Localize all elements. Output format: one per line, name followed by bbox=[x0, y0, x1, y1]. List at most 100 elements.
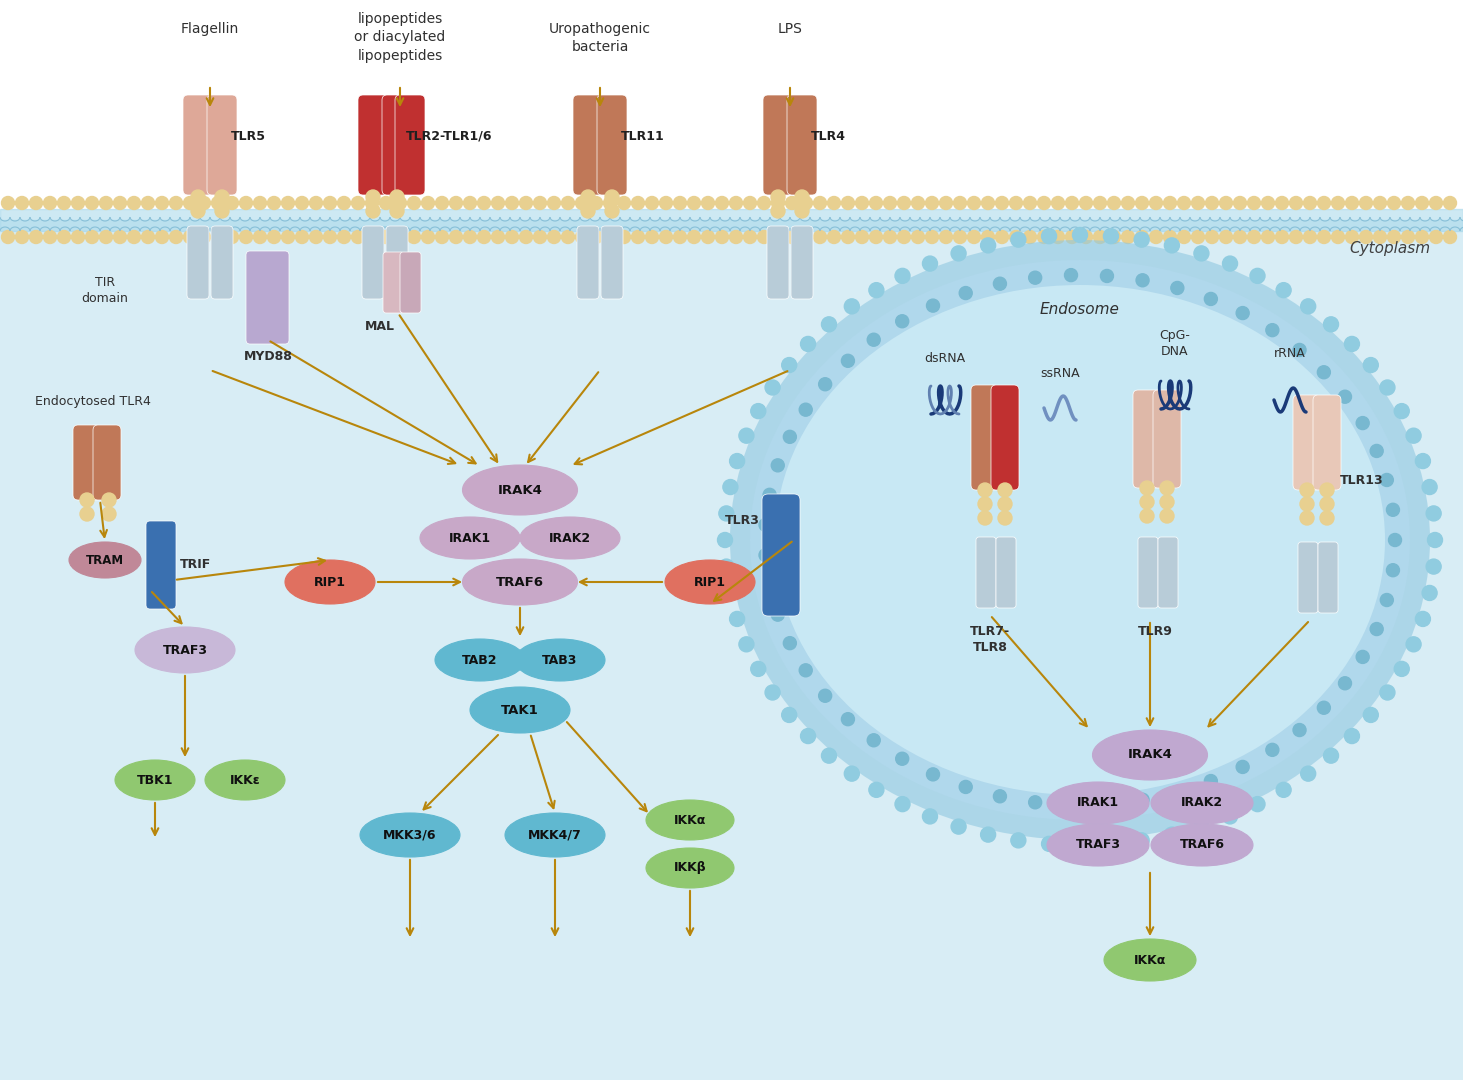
Circle shape bbox=[1444, 197, 1457, 210]
Circle shape bbox=[718, 505, 734, 521]
Circle shape bbox=[1416, 230, 1428, 243]
Circle shape bbox=[1429, 230, 1443, 243]
Circle shape bbox=[581, 190, 595, 204]
Circle shape bbox=[212, 197, 224, 210]
Circle shape bbox=[547, 197, 560, 210]
Circle shape bbox=[1052, 230, 1065, 243]
Circle shape bbox=[351, 230, 364, 243]
Circle shape bbox=[1324, 316, 1339, 332]
Circle shape bbox=[960, 781, 973, 794]
FancyBboxPatch shape bbox=[211, 226, 233, 299]
Circle shape bbox=[421, 197, 435, 210]
Circle shape bbox=[99, 230, 113, 243]
Circle shape bbox=[1065, 269, 1078, 282]
Circle shape bbox=[765, 380, 780, 395]
Circle shape bbox=[926, 230, 938, 243]
Text: MAL: MAL bbox=[364, 320, 395, 333]
Circle shape bbox=[477, 230, 490, 243]
Circle shape bbox=[688, 197, 701, 210]
Ellipse shape bbox=[420, 517, 519, 559]
Text: TAK1: TAK1 bbox=[502, 703, 538, 716]
Circle shape bbox=[723, 480, 737, 495]
FancyBboxPatch shape bbox=[976, 537, 996, 608]
Circle shape bbox=[730, 230, 743, 243]
Circle shape bbox=[781, 357, 797, 373]
Circle shape bbox=[449, 197, 462, 210]
Circle shape bbox=[1380, 473, 1393, 486]
Circle shape bbox=[1301, 766, 1315, 781]
Ellipse shape bbox=[505, 813, 606, 858]
Circle shape bbox=[844, 299, 859, 314]
Circle shape bbox=[1140, 509, 1154, 523]
Circle shape bbox=[897, 197, 910, 210]
Circle shape bbox=[323, 230, 336, 243]
Circle shape bbox=[72, 230, 85, 243]
Circle shape bbox=[1191, 197, 1204, 210]
Circle shape bbox=[1103, 229, 1118, 244]
Circle shape bbox=[688, 230, 701, 243]
Circle shape bbox=[1422, 480, 1437, 495]
Circle shape bbox=[1137, 273, 1148, 287]
Circle shape bbox=[1402, 230, 1415, 243]
Circle shape bbox=[492, 230, 505, 243]
Circle shape bbox=[1416, 197, 1428, 210]
Circle shape bbox=[1009, 197, 1023, 210]
FancyBboxPatch shape bbox=[990, 384, 1020, 490]
Circle shape bbox=[436, 197, 449, 210]
FancyBboxPatch shape bbox=[399, 252, 421, 313]
Circle shape bbox=[240, 230, 253, 243]
FancyBboxPatch shape bbox=[395, 95, 424, 195]
Circle shape bbox=[715, 197, 729, 210]
Circle shape bbox=[1236, 307, 1249, 320]
Circle shape bbox=[783, 430, 796, 444]
Circle shape bbox=[758, 197, 771, 210]
Circle shape bbox=[183, 230, 196, 243]
Circle shape bbox=[1318, 230, 1330, 243]
Circle shape bbox=[1170, 785, 1184, 798]
Text: TRAF3: TRAF3 bbox=[162, 644, 208, 657]
Text: TLR2-TLR1/6: TLR2-TLR1/6 bbox=[405, 130, 492, 143]
Circle shape bbox=[1359, 197, 1372, 210]
Circle shape bbox=[701, 197, 714, 210]
Circle shape bbox=[1324, 748, 1339, 764]
Circle shape bbox=[1301, 299, 1315, 314]
Circle shape bbox=[743, 197, 756, 210]
FancyBboxPatch shape bbox=[1298, 542, 1318, 613]
Circle shape bbox=[1276, 197, 1289, 210]
Circle shape bbox=[1344, 729, 1359, 743]
Ellipse shape bbox=[1093, 730, 1207, 780]
Circle shape bbox=[16, 230, 28, 243]
Circle shape bbox=[1100, 797, 1113, 810]
Circle shape bbox=[391, 190, 404, 204]
Text: TLR4: TLR4 bbox=[811, 130, 846, 143]
Circle shape bbox=[394, 230, 407, 243]
Circle shape bbox=[1122, 230, 1134, 243]
Circle shape bbox=[1359, 230, 1372, 243]
Circle shape bbox=[1387, 197, 1400, 210]
Circle shape bbox=[982, 230, 995, 243]
Circle shape bbox=[911, 230, 925, 243]
FancyBboxPatch shape bbox=[1153, 390, 1181, 488]
Text: TLR9: TLR9 bbox=[1138, 625, 1172, 638]
FancyBboxPatch shape bbox=[183, 95, 214, 195]
Circle shape bbox=[562, 197, 575, 210]
Circle shape bbox=[575, 230, 588, 243]
Circle shape bbox=[980, 827, 996, 842]
Circle shape bbox=[1289, 197, 1302, 210]
FancyBboxPatch shape bbox=[787, 95, 816, 195]
Circle shape bbox=[977, 483, 992, 497]
Circle shape bbox=[759, 518, 772, 531]
Circle shape bbox=[1028, 796, 1042, 809]
Text: TLR7-
TLR8: TLR7- TLR8 bbox=[970, 625, 1009, 654]
Circle shape bbox=[911, 197, 925, 210]
Circle shape bbox=[926, 768, 939, 781]
Text: MYD88: MYD88 bbox=[243, 350, 293, 363]
Circle shape bbox=[338, 230, 351, 243]
FancyBboxPatch shape bbox=[382, 95, 413, 195]
Text: MKK3/6: MKK3/6 bbox=[383, 828, 437, 841]
Circle shape bbox=[856, 197, 869, 210]
Circle shape bbox=[296, 197, 309, 210]
Circle shape bbox=[1371, 445, 1383, 458]
Ellipse shape bbox=[1151, 824, 1252, 866]
Circle shape bbox=[1037, 197, 1050, 210]
